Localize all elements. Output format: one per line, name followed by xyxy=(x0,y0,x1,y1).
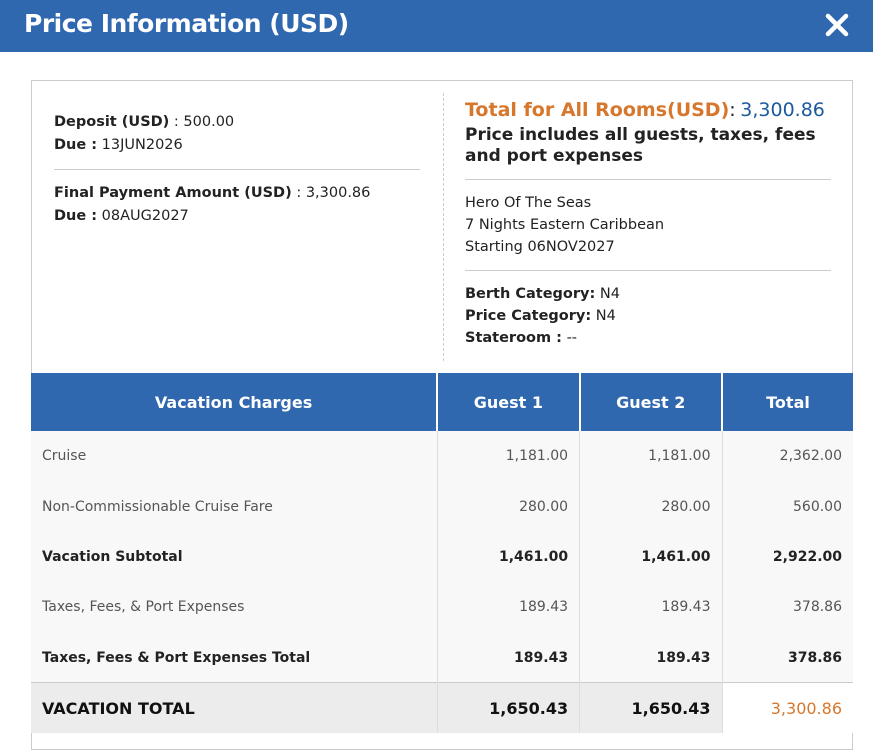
table-row: Taxes, Fees & Port Expenses Total 189.43 1… xyxy=(31,632,853,683)
label: Due : xyxy=(54,137,98,153)
table-row: Cruise 1,181.00 1,181.00 2,362.00 xyxy=(31,431,853,482)
cell: 378.86 xyxy=(721,582,853,633)
total-label: Total for All Rooms(USD) xyxy=(465,99,730,121)
note: Price includes all guests, taxes, fees a… xyxy=(465,125,816,166)
column-header: Total xyxy=(721,373,853,431)
modal-header: Price Information (USD) xyxy=(0,0,873,52)
price-panel: Deposit (USD) : 500.00 Due : 13JUN2026 F… xyxy=(31,80,853,750)
value: 3,300.86 xyxy=(305,185,371,201)
value: 13JUN2026 xyxy=(101,137,183,153)
table-row: VACATION TOTAL 1,650.43 1,650.43 3,300.86 xyxy=(31,682,853,734)
close-button[interactable] xyxy=(825,13,849,37)
start: Starting 06NOV2027 xyxy=(465,239,615,255)
value: N4 xyxy=(595,308,616,324)
cell: 2,922.00 xyxy=(721,531,853,583)
cell: VACATION TOTAL xyxy=(31,682,438,734)
column-header: Guest 1 xyxy=(436,373,580,431)
cell: 560.00 xyxy=(721,481,853,532)
payment-schedule: Deposit (USD) : 500.00 Due : 13JUN2026 F… xyxy=(54,111,420,228)
cell: 189.43 xyxy=(436,582,580,633)
sep: : xyxy=(173,114,179,130)
cell: 1,461.00 xyxy=(436,531,580,583)
cell: Cruise xyxy=(31,431,438,482)
cell: 280.00 xyxy=(436,481,580,532)
column-header: Guest 2 xyxy=(578,373,722,431)
summary: Total for All Rooms(USD): 3,300.86 Price… xyxy=(465,99,831,349)
sep: : xyxy=(296,185,302,201)
total-value: 3,300.86 xyxy=(740,99,825,121)
cell: 378.86 xyxy=(721,632,853,683)
label: Final Payment Amount (USD) xyxy=(54,185,292,201)
table-row: Vacation Subtotal 1,461.00 1,461.00 2,922.0… xyxy=(31,531,853,583)
cell: Taxes, Fees, & Port Expenses xyxy=(31,582,438,633)
label: Stateroom : xyxy=(465,330,562,346)
value: 500.00 xyxy=(183,114,235,130)
table-row: Taxes, Fees, & Port Expenses 189.43 189.43… xyxy=(31,582,853,633)
charges-table: Vacation Charges Guest 1 Guest 2 Total Cruis… xyxy=(31,373,853,734)
label: Due : xyxy=(54,208,98,224)
cell: 1,181.00 xyxy=(579,431,722,482)
cell: 1,181.00 xyxy=(436,431,580,482)
label: Price Category: xyxy=(465,308,592,324)
cell: 2,362.00 xyxy=(721,431,853,482)
cell: 189.43 xyxy=(579,582,722,633)
cell: 1,650.43 xyxy=(579,682,722,734)
column-header: Vacation Charges xyxy=(31,373,438,431)
cell: 3,300.86 xyxy=(721,682,853,734)
label: Deposit (USD) xyxy=(54,114,170,130)
cell: 189.43 xyxy=(436,632,580,683)
cell: 1,650.43 xyxy=(436,682,580,734)
cell: 189.43 xyxy=(579,632,722,683)
cell: 280.00 xyxy=(579,481,722,532)
cell: 1,461.00 xyxy=(579,531,722,583)
cell: Vacation Subtotal xyxy=(31,531,438,583)
modal-title: Price Information (USD) xyxy=(24,9,349,38)
cell: Taxes, Fees & Port Expenses Total xyxy=(31,632,438,683)
value: 08AUG2027 xyxy=(101,208,189,224)
value: N4 xyxy=(599,286,620,302)
value: -- xyxy=(566,330,578,346)
sep: : xyxy=(729,99,736,121)
itinerary: 7 Nights Eastern Caribbean xyxy=(465,217,665,233)
label: Berth Category: xyxy=(465,286,596,302)
cell: Non-Commissionable Cruise Fare xyxy=(31,481,438,532)
ship: Hero Of The Seas xyxy=(465,195,592,211)
table-row: Non-Commissionable Cruise Fare 280.00 280.… xyxy=(31,481,853,532)
